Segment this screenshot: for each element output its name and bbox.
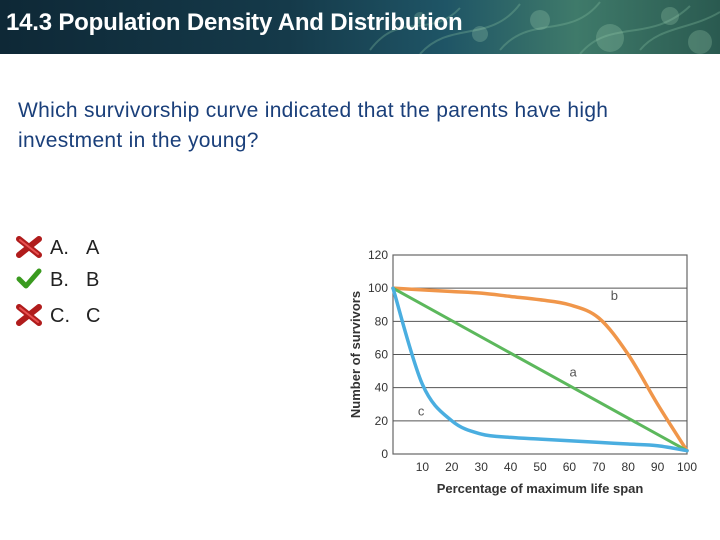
incorrect-x-icon: [16, 236, 42, 258]
slide-header: 14.3 Population Density And Distribution: [0, 0, 720, 54]
survivorship-chart: 0 20 40 60 80 100 120 10 20 30 40 50 60 70 80 90 100 Perc…: [348, 248, 697, 496]
x-tick-label: 90: [651, 460, 665, 474]
y-tick-label: 60: [375, 348, 389, 362]
option-letter: C.: [50, 305, 70, 327]
y-tick-label: 20: [375, 414, 389, 428]
x-tick-label: 10: [416, 460, 430, 474]
y-axis-label: Number of survivors: [348, 291, 363, 418]
curve-b-line: [391, 286, 689, 453]
curve-a-label: a: [570, 364, 578, 379]
header-texture-image: [369, 1, 720, 54]
x-tick-label: 40: [504, 460, 518, 474]
x-tick-label: 80: [622, 460, 636, 474]
x-axis-label: Percentage of maximum life span: [437, 481, 644, 496]
x-tick-label: 60: [563, 460, 577, 474]
y-tick-label: 100: [368, 281, 388, 295]
curve-a-line: [391, 286, 689, 453]
y-tick-label: 40: [375, 381, 389, 395]
incorrect-x-icon: [16, 304, 42, 326]
option-letter: A.: [50, 237, 69, 259]
y-tick-label: 0: [381, 447, 388, 461]
y-tick-label: 120: [368, 248, 388, 262]
option-letter: B.: [50, 269, 69, 291]
slide-title: 14.3 Population Density And Distribution: [6, 9, 463, 36]
x-tick-label: 50: [533, 460, 547, 474]
curve-b-label: b: [611, 288, 618, 303]
x-tick-label: 30: [475, 460, 489, 474]
answer-option-a[interactable]: A. A: [16, 234, 166, 266]
option-text: C: [86, 305, 101, 327]
answer-option-c[interactable]: C. C: [16, 302, 166, 334]
correct-checkmark-icon: [16, 268, 42, 289]
curve-c-line: [391, 286, 689, 453]
x-tick-label: 20: [445, 460, 459, 474]
question-text: Which survivorship curve indicated that …: [18, 99, 609, 152]
option-text: B: [86, 269, 100, 291]
answer-option-b[interactable]: B. B: [16, 266, 166, 298]
x-tick-label: 100: [677, 460, 697, 474]
y-tick-label: 80: [375, 314, 389, 328]
option-text: A: [86, 237, 100, 259]
x-tick-label: 70: [592, 460, 606, 474]
curve-c-label: c: [418, 404, 425, 419]
